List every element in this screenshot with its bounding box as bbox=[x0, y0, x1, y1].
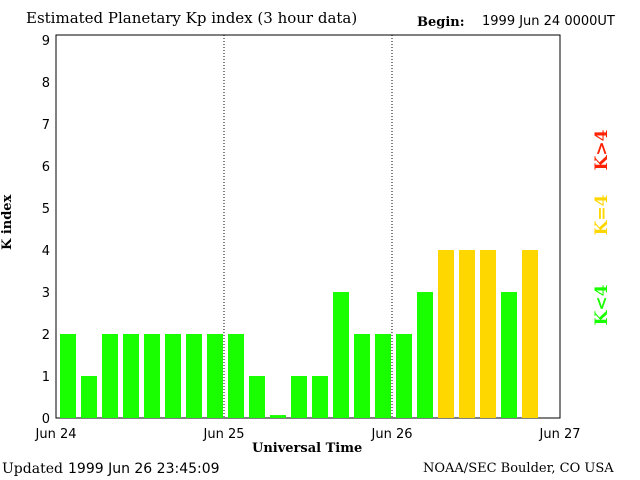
x-tick-label: Jun 24 bbox=[35, 427, 77, 442]
y-tick-label: 8 bbox=[42, 76, 50, 91]
y-axis-label: K index bbox=[0, 194, 15, 250]
kp-bar bbox=[375, 334, 391, 418]
legend-entry: K<4 bbox=[592, 284, 612, 325]
kp-bar bbox=[270, 415, 286, 418]
kp-bar bbox=[333, 292, 349, 418]
updated-value: 1999 Jun 26 23:45:09 bbox=[68, 461, 220, 477]
kp-bar bbox=[165, 334, 181, 418]
y-tick-label: 1 bbox=[42, 370, 50, 385]
y-tick-label: 3 bbox=[42, 286, 50, 301]
x-tick-label: Jun 26 bbox=[371, 427, 413, 442]
kp-bar bbox=[123, 334, 139, 418]
kp-bar bbox=[186, 334, 202, 418]
x-tick-label: Jun 25 bbox=[203, 427, 245, 442]
kp-bar bbox=[207, 334, 223, 418]
kp-bar bbox=[480, 250, 496, 418]
x-tick-label: Jun 27 bbox=[539, 427, 581, 442]
y-tick-label: 9 bbox=[42, 34, 50, 49]
y-tick-label: 0 bbox=[42, 412, 50, 427]
kp-bar bbox=[249, 376, 265, 418]
kp-bar bbox=[459, 250, 475, 418]
legend-entry: K>4 bbox=[592, 129, 612, 170]
y-tick-label: 6 bbox=[42, 160, 50, 175]
begin-label: Begin: bbox=[417, 15, 465, 30]
kp-bar bbox=[102, 334, 118, 418]
kp-bar bbox=[354, 334, 370, 418]
kp-bar bbox=[396, 334, 412, 418]
kp-bar bbox=[81, 376, 97, 418]
kp-bar bbox=[438, 250, 454, 418]
source-credit: NOAA/SEC Boulder, CO USA bbox=[423, 461, 614, 476]
kp-bar bbox=[291, 376, 307, 418]
kp-bar bbox=[501, 292, 517, 418]
kp-bar bbox=[144, 334, 160, 418]
kp-bar bbox=[522, 250, 538, 418]
chart-title: Estimated Planetary Kp index (3 hour dat… bbox=[26, 9, 358, 27]
x-axis-label: Universal Time bbox=[252, 441, 363, 456]
kp-bar bbox=[60, 334, 76, 418]
begin-value: 1999 Jun 24 0000UT bbox=[482, 14, 615, 29]
y-tick-label: 2 bbox=[42, 328, 50, 343]
updated-label: Updated bbox=[2, 461, 63, 477]
y-tick-label: 7 bbox=[42, 118, 50, 133]
y-tick-label: 4 bbox=[42, 244, 50, 259]
kp-bar bbox=[312, 376, 328, 418]
y-tick-label: 5 bbox=[42, 202, 50, 217]
kp-bar bbox=[417, 292, 433, 418]
legend-entry: K=4 bbox=[592, 194, 612, 235]
plot-frame bbox=[55, 34, 561, 419]
kp-bar bbox=[228, 334, 244, 418]
